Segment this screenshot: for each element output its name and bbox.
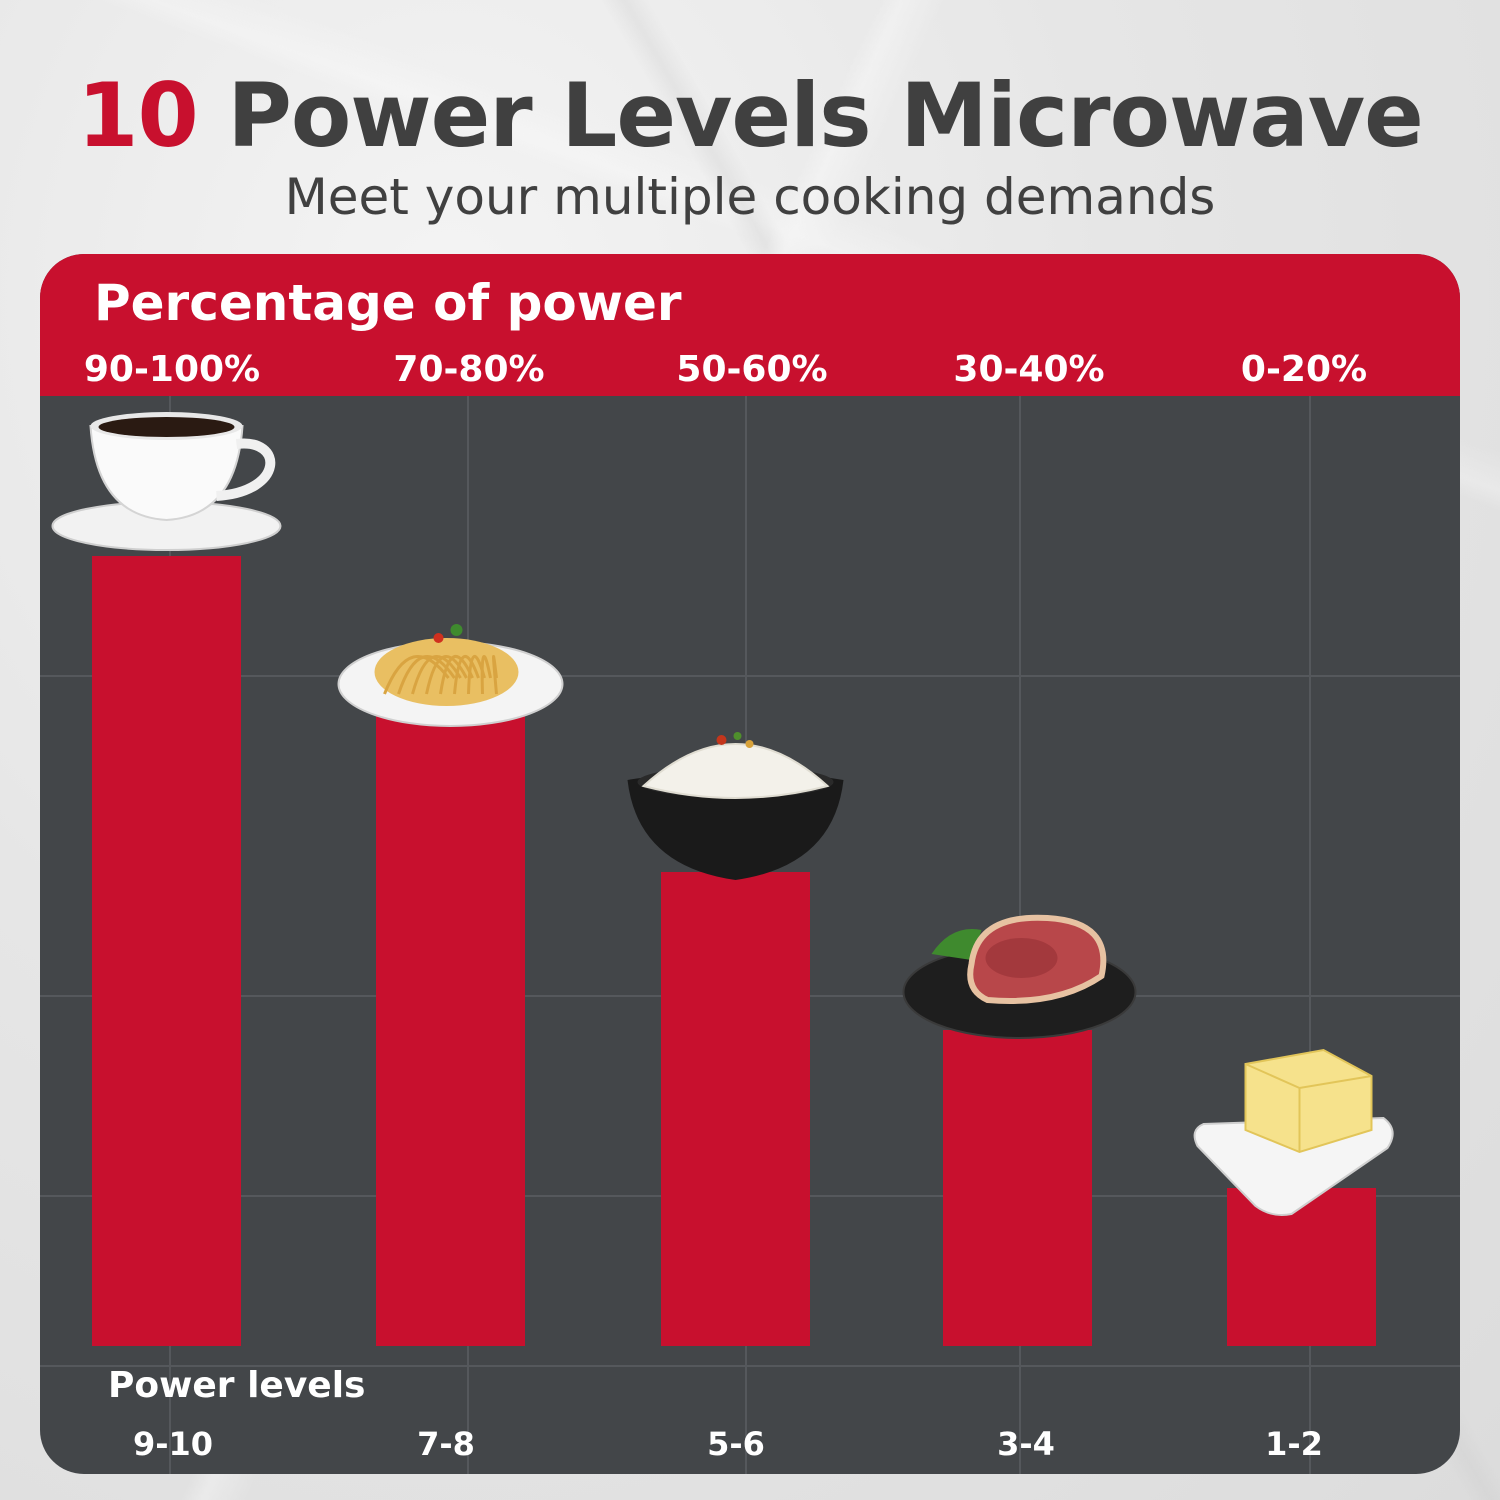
bar-5-6 — [661, 872, 810, 1346]
steak-plate-icon — [902, 914, 1137, 1039]
x-axis-title: Power levels — [108, 1365, 366, 1406]
chart-title: Percentage of power — [94, 274, 682, 332]
x-tick-label: 3-4 — [997, 1425, 1055, 1463]
percentage-band — [40, 254, 1460, 396]
coffee-cup-icon — [51, 412, 282, 551]
bar-7-8 — [376, 714, 525, 1346]
percent-label: 70-80% — [393, 349, 545, 390]
percent-label: 50-60% — [676, 349, 828, 390]
rice-bowl-icon — [627, 732, 844, 880]
x-tick-label: 9-10 — [132, 1425, 214, 1463]
spaghetti-plate-icon — [337, 624, 564, 727]
chart-panel: Percentage of power 90-100% 70-80% 50-60… — [40, 254, 1460, 1474]
percent-label: 90-100% — [83, 349, 261, 390]
bar-9-10 — [92, 556, 241, 1346]
bar-1-2 — [1227, 1188, 1376, 1346]
page-title: 10 Power Levels Microwave — [0, 72, 1500, 160]
page-subtitle: Meet your multiple cooking demands — [284, 168, 1216, 226]
x-tick-label: 5-6 — [707, 1425, 765, 1463]
x-tick-label: 7-8 — [417, 1425, 475, 1463]
percent-label: 0-20% — [1240, 349, 1368, 390]
x-tick-label: 1-2 — [1265, 1425, 1323, 1463]
title-accent: 10 — [77, 64, 198, 167]
butter-dish-icon — [1193, 1048, 1394, 1216]
title-text: Power Levels Microwave — [197, 64, 1423, 167]
percent-label: 30-40% — [953, 349, 1105, 390]
bar-chart — [40, 396, 1460, 1474]
bar-3-4 — [943, 1030, 1092, 1346]
